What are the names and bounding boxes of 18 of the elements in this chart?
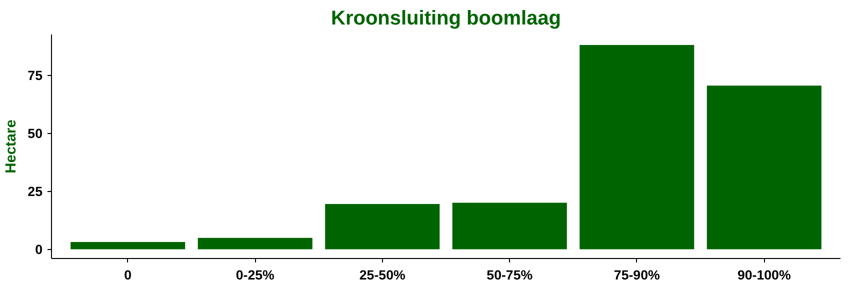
chart-title: Kroonsluiting boomlaag bbox=[331, 8, 562, 30]
x-tick-label: 90-100% bbox=[737, 268, 791, 282]
x-tick-label: 0 bbox=[124, 268, 132, 282]
bar bbox=[70, 242, 186, 250]
y-tick-label: 75 bbox=[28, 68, 44, 84]
bar bbox=[706, 86, 822, 250]
bar bbox=[452, 202, 567, 250]
bar bbox=[580, 44, 694, 250]
y-tick-label: 25 bbox=[28, 184, 44, 200]
x-tick-label: 25-50% bbox=[359, 268, 406, 282]
y-axis-title: Hectare bbox=[4, 120, 20, 174]
x-tick-label: 75-90% bbox=[614, 268, 660, 282]
x-tick-label: 50-75% bbox=[486, 268, 533, 282]
y-tick-label: 0 bbox=[35, 242, 43, 258]
bar bbox=[198, 238, 312, 250]
x-tick-label: 0-25% bbox=[236, 268, 275, 282]
y-tick-label: 50 bbox=[28, 126, 43, 142]
bar bbox=[325, 204, 440, 250]
